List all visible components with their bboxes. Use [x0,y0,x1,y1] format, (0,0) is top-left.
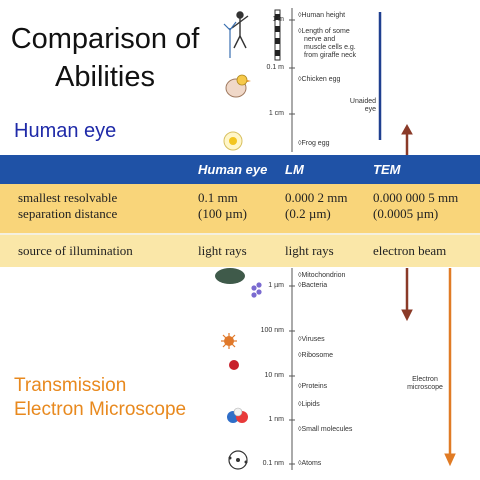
label-proteins: ◊Proteins [298,383,328,390]
mitochondrion-icon [215,268,245,284]
cell-line-2: (100 µm) [198,206,248,221]
row-divider [0,233,480,235]
tick-label-01nm: 0.1 nm [262,460,284,467]
label-electron-microscope: Electron microscope [400,376,450,392]
chicken-egg-icon [225,74,251,98]
label-mitochondrion: ◊Mitochondrion [298,272,346,279]
tick-label-1cm: 1 cm [268,110,284,117]
row-label-resolution: smallest resolvable separation distance [18,190,117,222]
tick-label-01m: 0.1 m [266,64,284,71]
cell-line-1: 0.000 2 mm [285,190,348,205]
tem-heading: Transmission Electron Microscope [14,374,186,422]
label-chicken-egg: ◊Chicken egg [298,76,341,83]
lm-range-arrow [401,123,413,322]
page-title: Comparison of Abilities [0,20,210,96]
nerve-cell-icon [223,21,237,58]
label-human-height-text: Human height [301,12,346,19]
ruler-segment [275,50,280,56]
em-range-arrow [444,268,456,467]
atom-icon [228,450,248,470]
header-human-eye: Human eye [198,162,268,177]
ribosome-icon [229,360,239,370]
cell-line-2: (0.2 µm) [285,206,331,221]
ruler-segment [275,38,280,44]
label-nerve-line-4: from giraffe neck [304,52,357,59]
table-row-resolution: smallest resolvable separation distance … [0,184,480,233]
tem-heading-line-1: Transmission [14,375,127,396]
cell-line-1: 0.1 mm [198,190,238,205]
header-tem: TEM [373,162,401,177]
label-ribosome: ◊Ribosome [298,352,333,359]
label-small-molecules: ◊Small molecules [298,426,353,433]
tick-label-1nm: 1 nm [268,416,284,423]
tick-label-10nm: 10 nm [264,372,284,379]
label-viruses: ◊Viruses [298,336,325,343]
cell-lm-resolution: 0.000 2 mm (0.2 µm) [285,190,347,222]
header-lm: LM [285,162,304,177]
cell-line-1: 0.000 000 5 mm [373,190,459,205]
comparison-table: Human eye LM TEM smallest resolvable sep… [0,155,480,267]
molecule-icon [227,407,248,423]
human-eye-heading: Human eye [14,120,117,142]
tick-label-1um: 1 µm [268,282,284,289]
title-line-2: Abilities [55,61,155,93]
label-bacteria: ◊Bacteria [298,282,328,289]
virus-icon [221,333,237,349]
label-em-line-2: microscope [407,384,443,391]
label-lipids: ◊Lipids [298,401,320,408]
ruler-segment [275,26,280,32]
tem-heading-line-2: Electron Microscope [14,399,187,420]
cell-tem-resolution: 0.000 000 5 mm (0.0005 µm) [373,190,458,222]
label-atoms: ◊Atoms [298,460,322,467]
label-frog-egg: ◊Frog egg [298,140,330,147]
frog-egg-icon [223,131,243,151]
row-label-illumination: source of illumination [18,243,133,258]
label-nerve-line-1: ◊Length of some [298,28,350,35]
tick-label-1m: 1 m [272,16,284,23]
label-unaided-eye-line-1: Unaided [349,98,376,105]
label-human-height: ◊Human height [298,12,346,19]
tick-label-100nm: 100 nm [260,327,284,334]
cell-lm-illumination: light rays [285,243,334,258]
cell-line-2: (0.0005 µm) [373,206,439,221]
bacteria-icon [251,282,262,298]
label-em-line-1: Electron [412,376,438,383]
label-nerve: ◊Length of some nerve and muscle cells e… [298,28,356,60]
cell-human-eye-resolution: 0.1 mm (100 µm) [198,190,247,222]
ruler-bar [274,9,281,61]
label-unaided-eye: Unaided eye [340,98,376,114]
cell-tem-illumination: electron beam [373,243,447,258]
human-figure-icon [231,11,249,49]
table-row-illumination: source of illumination light rays light … [0,235,480,267]
label-nerve-line-3: muscle cells e.g. [304,44,356,51]
row-label-line-1: smallest resolvable [18,190,118,205]
title-line-1: Comparison of [10,23,200,55]
label-nerve-line-2: nerve and [304,36,336,43]
row-label-line-2: separation distance [18,206,118,221]
ruler-segment [275,14,280,20]
cell-human-eye-illumination: light rays [198,243,247,258]
label-unaided-eye-line-2: eye [364,106,376,113]
table-header-row: Human eye LM TEM [0,155,480,184]
